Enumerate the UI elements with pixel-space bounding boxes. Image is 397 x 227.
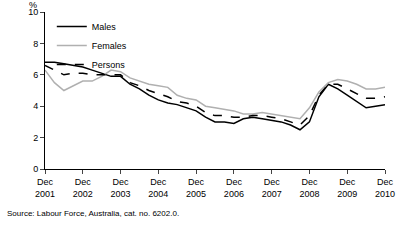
svg-text:8: 8: [33, 39, 38, 49]
svg-text:Males: Males: [92, 22, 117, 32]
svg-text:Persons: Persons: [92, 60, 126, 70]
svg-text:Dec2003: Dec2003: [111, 177, 131, 199]
svg-text:Dec2010: Dec2010: [375, 177, 395, 199]
svg-text:Dec2009: Dec2009: [337, 177, 357, 199]
svg-text:10: 10: [28, 7, 38, 17]
svg-text:4: 4: [33, 101, 38, 111]
svg-text:0: 0: [33, 164, 38, 174]
svg-text:Dec2005: Dec2005: [186, 177, 206, 199]
svg-text:Dec2008: Dec2008: [299, 177, 319, 199]
svg-text:Dec2004: Dec2004: [148, 177, 168, 199]
svg-text:Dec2007: Dec2007: [262, 177, 282, 199]
svg-text:Dec2006: Dec2006: [224, 177, 244, 199]
svg-text:Females: Females: [92, 41, 127, 51]
svg-text:2: 2: [33, 133, 38, 143]
svg-text:%: %: [29, 0, 37, 10]
svg-text:Source: Labour Force, Australi: Source: Labour Force, Australia, cat. no…: [7, 209, 179, 218]
svg-text:Dec2002: Dec2002: [73, 177, 93, 199]
svg-text:6: 6: [33, 70, 38, 80]
svg-text:Dec2001: Dec2001: [35, 177, 55, 199]
